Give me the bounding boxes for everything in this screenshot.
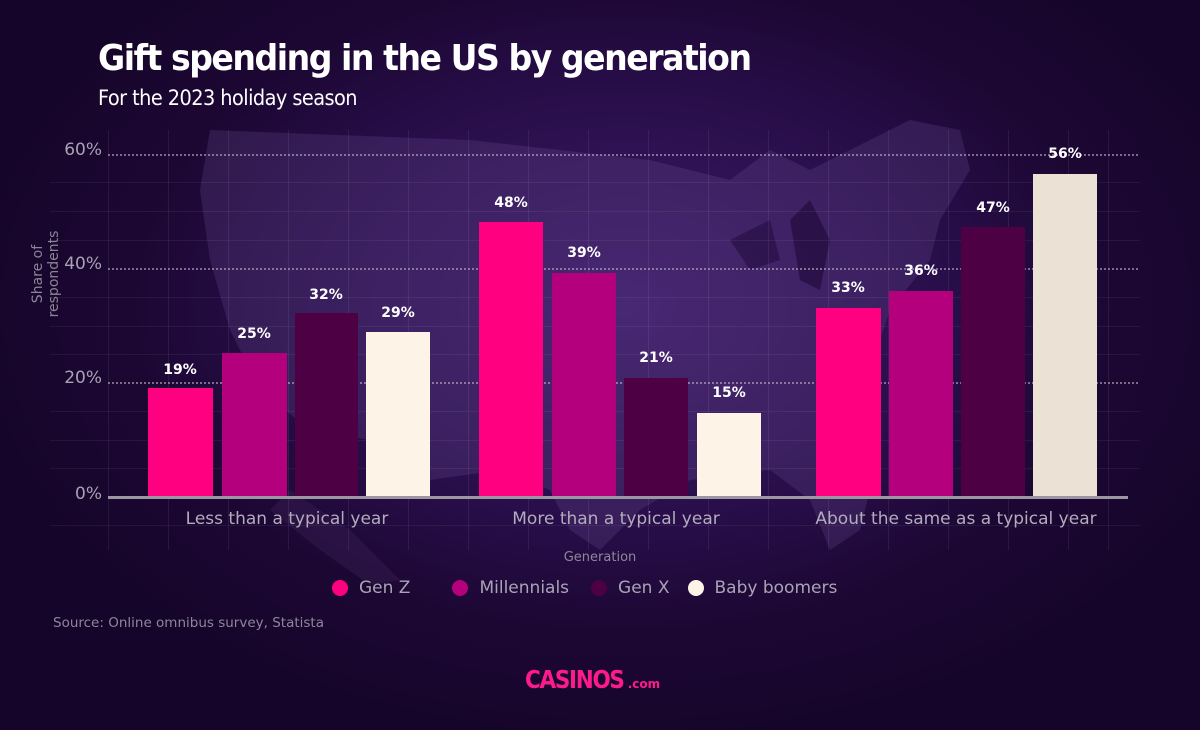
grid-line bbox=[708, 130, 709, 550]
grid-line bbox=[288, 130, 289, 550]
bar-more-gen-x bbox=[624, 378, 688, 497]
grid-line bbox=[108, 130, 109, 550]
bar-more-gen-z bbox=[479, 222, 543, 497]
bar-less-gen-z bbox=[148, 388, 213, 497]
legend-dot-icon bbox=[452, 580, 469, 596]
bar-value-label: 36% bbox=[904, 263, 938, 279]
grid-line bbox=[1108, 130, 1109, 550]
gridline-40 bbox=[108, 268, 1138, 270]
y-tick-0: 0% bbox=[75, 484, 102, 504]
legend-label: Millennials bbox=[479, 578, 570, 598]
bar-value-label: 15% bbox=[712, 385, 746, 401]
y-axis-label: Share of respondents bbox=[30, 230, 62, 318]
gridline-20 bbox=[108, 382, 1138, 384]
brand-logo: CASINOS .com bbox=[525, 665, 660, 694]
logo-tld: .com bbox=[627, 677, 661, 691]
grid-line bbox=[50, 182, 1140, 183]
grid-line bbox=[50, 525, 1140, 526]
bar-value-label: 21% bbox=[639, 350, 673, 366]
bar-less-gen-x bbox=[295, 313, 358, 497]
y-tick-20: 20% bbox=[64, 368, 102, 388]
bar-less-baby-boomers bbox=[366, 332, 430, 497]
chart-subtitle: For the 2023 holiday season bbox=[98, 86, 358, 110]
legend-dot-icon bbox=[332, 580, 348, 596]
legend-item-baby-boomers: Baby boomers bbox=[687, 578, 838, 598]
y-tick-60: 60% bbox=[64, 140, 102, 160]
legend-label: Gen X bbox=[618, 578, 670, 598]
bar-value-label: 48% bbox=[494, 195, 528, 211]
bar-same-baby-boomers bbox=[1033, 174, 1097, 497]
source-note: Source: Online omnibus survey, Statista bbox=[53, 615, 324, 631]
bar-value-label: 33% bbox=[831, 280, 865, 296]
legend-dot-icon bbox=[687, 580, 704, 596]
grid-line bbox=[50, 240, 1140, 241]
bar-same-gen-x bbox=[961, 227, 1025, 497]
x-axis-line bbox=[108, 496, 1128, 499]
legend-dot-icon bbox=[591, 580, 608, 596]
category-label-less: Less than a typical year bbox=[185, 509, 389, 529]
grid-line bbox=[648, 130, 649, 550]
bar-value-label: 39% bbox=[567, 245, 601, 261]
bar-value-label: 19% bbox=[163, 362, 197, 378]
logo-wordmark: CASINOS bbox=[525, 665, 625, 694]
legend-item-millennials: Millennials bbox=[452, 578, 569, 598]
bar-value-label: 25% bbox=[237, 326, 271, 342]
legend-label: Gen Z bbox=[359, 578, 411, 598]
bar-value-label: 29% bbox=[381, 305, 415, 321]
category-label-same: About the same as a typical year bbox=[815, 509, 1097, 529]
bar-same-millennials bbox=[889, 291, 953, 497]
legend-title: Generation bbox=[563, 550, 637, 565]
category-label-more: More than a typical year bbox=[512, 509, 720, 529]
y-tick-40: 40% bbox=[64, 254, 102, 274]
legend: Gen Z Millennials Gen X Baby boomers bbox=[332, 576, 859, 600]
bar-value-label: 47% bbox=[976, 200, 1010, 216]
bar-more-millennials bbox=[552, 273, 616, 497]
grid-line bbox=[50, 211, 1140, 212]
legend-item-gen-z: Gen Z bbox=[332, 578, 410, 598]
grid-line bbox=[888, 130, 889, 550]
gridline-60 bbox=[108, 154, 1138, 156]
legend-label: Baby boomers bbox=[714, 578, 838, 598]
bar-same-gen-z bbox=[816, 308, 881, 497]
bar-value-label: 32% bbox=[309, 287, 343, 303]
bar-less-millennials bbox=[222, 353, 287, 497]
grid-line bbox=[768, 130, 769, 550]
legend-item-gen-x: Gen X bbox=[591, 578, 670, 598]
bar-value-label: 56% bbox=[1048, 146, 1082, 162]
grid-line bbox=[168, 130, 169, 550]
grid-line bbox=[228, 130, 229, 550]
bar-more-baby-boomers bbox=[697, 413, 761, 497]
chart-title: Gift spending in the US by generation bbox=[98, 38, 752, 79]
grid-line bbox=[468, 130, 469, 550]
